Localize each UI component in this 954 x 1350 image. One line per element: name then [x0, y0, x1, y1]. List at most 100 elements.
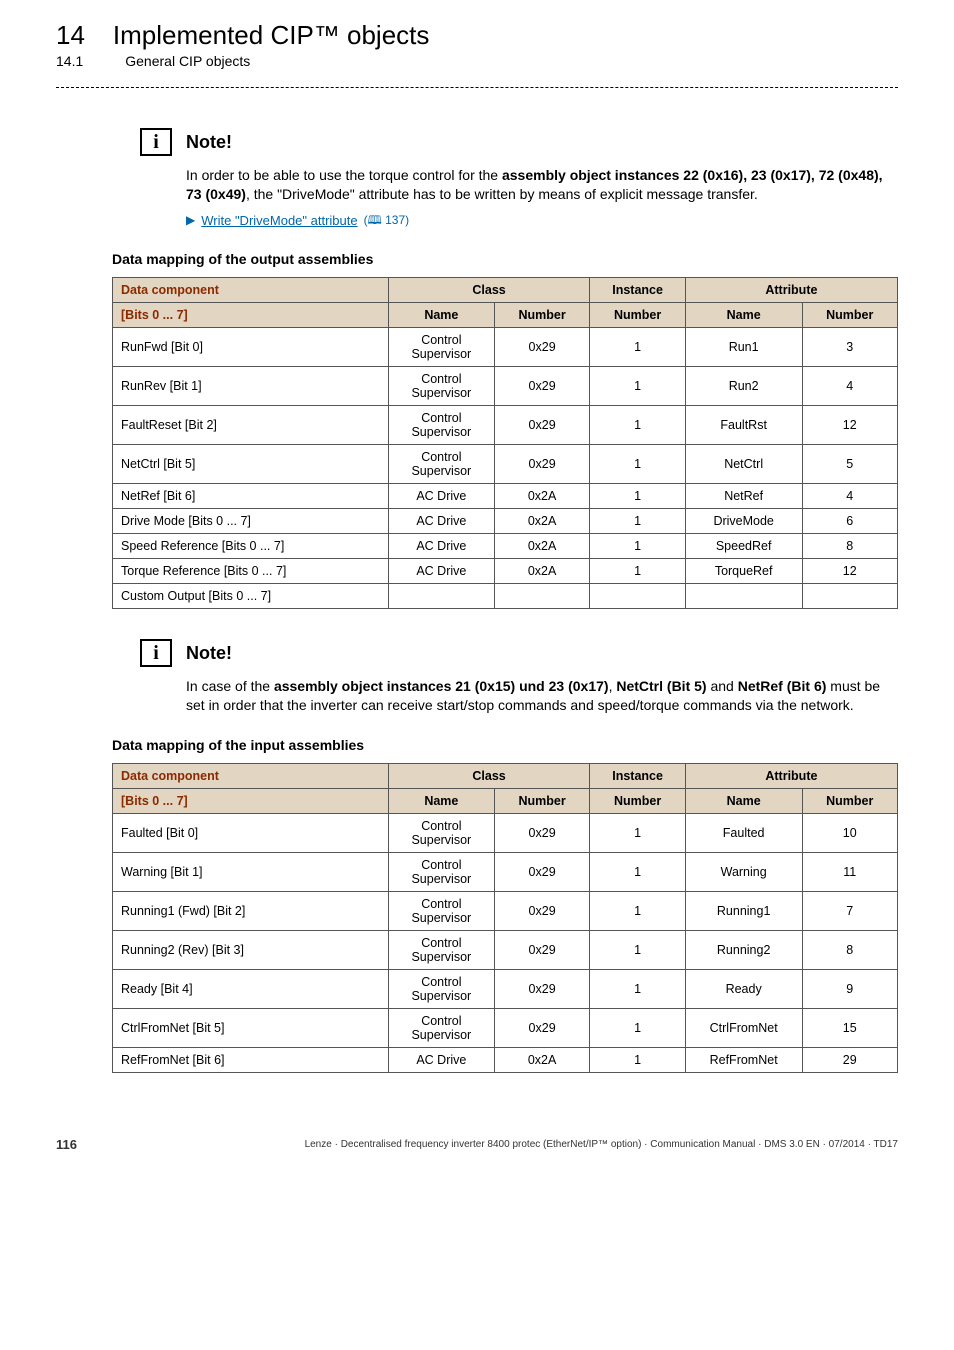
th-class-number: Number — [494, 789, 589, 814]
table-cell: RefFromNet — [685, 1048, 802, 1073]
table-cell: Control Supervisor — [388, 970, 494, 1009]
table-cell: Running2 — [685, 931, 802, 970]
table-cell: TorqueRef — [685, 559, 802, 584]
table-row: RunRev [Bit 1]Control Supervisor0x291Run… — [113, 367, 898, 406]
table-cell: Ready — [685, 970, 802, 1009]
table-cell: 4 — [802, 367, 898, 406]
table-cell: 0x29 — [494, 970, 589, 1009]
table-cell: AC Drive — [388, 1048, 494, 1073]
table-row: Faulted [Bit 0]Control Supervisor0x291Fa… — [113, 814, 898, 853]
output-section-heading: Data mapping of the output assemblies — [112, 251, 898, 267]
table-cell: AC Drive — [388, 484, 494, 509]
info-icon: i — [140, 639, 172, 667]
table-row: RunFwd [Bit 0]Control Supervisor0x291Run… — [113, 328, 898, 367]
table-cell: SpeedRef — [685, 534, 802, 559]
table-cell — [494, 584, 589, 609]
table-cell: FaultReset [Bit 2] — [113, 406, 389, 445]
th-component: Data component — [113, 278, 389, 303]
table-cell: 0x2A — [494, 559, 589, 584]
chapter-title: Implemented CIP™ objects — [113, 20, 429, 51]
table-cell: Run2 — [685, 367, 802, 406]
table-cell: 0x29 — [494, 328, 589, 367]
table-cell: AC Drive — [388, 559, 494, 584]
note2-text: In case of the assembly object instances… — [186, 677, 898, 715]
table-cell: Control Supervisor — [388, 445, 494, 484]
table-cell: Ready [Bit 4] — [113, 970, 389, 1009]
table-cell: Control Supervisor — [388, 328, 494, 367]
table-row: Torque Reference [Bits 0 ... 7]AC Drive0… — [113, 559, 898, 584]
input-assemblies-table: Data component Class Instance Attribute … — [112, 763, 898, 1073]
th-attribute: Attribute — [685, 764, 897, 789]
table-row: CtrlFromNet [Bit 5]Control Supervisor0x2… — [113, 1009, 898, 1048]
table-row: FaultReset [Bit 2]Control Supervisor0x29… — [113, 406, 898, 445]
th-component: Data component — [113, 764, 389, 789]
table-cell: 29 — [802, 1048, 898, 1073]
table-cell: DriveMode — [685, 509, 802, 534]
table-cell: NetRef [Bit 6] — [113, 484, 389, 509]
table-cell: Running2 (Rev) [Bit 3] — [113, 931, 389, 970]
table-cell: 0x29 — [494, 853, 589, 892]
link-page-ref: (🕮 137) — [364, 212, 410, 228]
table-cell: 0x2A — [494, 484, 589, 509]
th-class-number: Number — [494, 303, 589, 328]
table-cell: Control Supervisor — [388, 931, 494, 970]
table-cell: Running1 (Fwd) [Bit 2] — [113, 892, 389, 931]
th-attribute: Attribute — [685, 278, 897, 303]
table-cell: 12 — [802, 559, 898, 584]
table-row: Custom Output [Bits 0 ... 7] — [113, 584, 898, 609]
th-class-name: Name — [388, 303, 494, 328]
th-bits: [Bits 0 ... 7] — [113, 789, 389, 814]
table-cell: 1 — [590, 328, 685, 367]
note-block-2: i Note! In case of the assembly object i… — [140, 639, 898, 715]
table-cell: 0x29 — [494, 406, 589, 445]
table-cell: Control Supervisor — [388, 814, 494, 853]
table-cell: 1 — [590, 1048, 685, 1073]
table-cell: 0x29 — [494, 892, 589, 931]
table-cell — [388, 584, 494, 609]
table-row: Speed Reference [Bits 0 ... 7]AC Drive0x… — [113, 534, 898, 559]
info-icon: i — [140, 128, 172, 156]
page-footer: 116 Lenze · Decentralised frequency inve… — [56, 1137, 898, 1152]
chapter-number: 14 — [56, 20, 85, 51]
table-cell: 1 — [590, 892, 685, 931]
th-instance-number: Number — [590, 789, 685, 814]
table-cell: Control Supervisor — [388, 853, 494, 892]
table-cell: Run1 — [685, 328, 802, 367]
table-cell: 1 — [590, 484, 685, 509]
th-class: Class — [388, 278, 590, 303]
table-cell: 1 — [590, 445, 685, 484]
table-cell: 7 — [802, 892, 898, 931]
output-assemblies-table: Data component Class Instance Attribute … — [112, 277, 898, 609]
table-cell: RunFwd [Bit 0] — [113, 328, 389, 367]
table-cell: 1 — [590, 559, 685, 584]
table-cell: 11 — [802, 853, 898, 892]
table-cell: RefFromNet [Bit 6] — [113, 1048, 389, 1073]
table-cell: 0x2A — [494, 534, 589, 559]
table-cell: 0x29 — [494, 1009, 589, 1048]
drivemode-link[interactable]: Write "DriveMode" attribute — [201, 212, 357, 230]
table-row: NetCtrl [Bit 5]Control Supervisor0x291Ne… — [113, 445, 898, 484]
chapter-header: 14 Implemented CIP™ objects — [56, 20, 898, 51]
table-cell: AC Drive — [388, 534, 494, 559]
table-cell: Faulted [Bit 0] — [113, 814, 389, 853]
table-cell: 0x2A — [494, 1048, 589, 1073]
table-cell: Warning — [685, 853, 802, 892]
table-cell: 0x29 — [494, 445, 589, 484]
table-cell: Warning [Bit 1] — [113, 853, 389, 892]
table-cell: AC Drive — [388, 509, 494, 534]
table-cell: 10 — [802, 814, 898, 853]
note-block-1: i Note! In order to be able to use the t… — [140, 128, 898, 229]
table-cell: 0x29 — [494, 931, 589, 970]
table-cell: NetCtrl — [685, 445, 802, 484]
table-cell: 0x2A — [494, 509, 589, 534]
table-cell: CtrlFromNet [Bit 5] — [113, 1009, 389, 1048]
table-cell: 8 — [802, 534, 898, 559]
table-cell: 1 — [590, 367, 685, 406]
table-row: RefFromNet [Bit 6]AC Drive0x2A1RefFromNe… — [113, 1048, 898, 1073]
table-cell: 1 — [590, 814, 685, 853]
note-label: Note! — [186, 643, 232, 664]
footer-text: Lenze · Decentralised frequency inverter… — [305, 1139, 898, 1150]
table-cell: NetRef — [685, 484, 802, 509]
table-cell: Control Supervisor — [388, 1009, 494, 1048]
th-attr-name: Name — [685, 303, 802, 328]
